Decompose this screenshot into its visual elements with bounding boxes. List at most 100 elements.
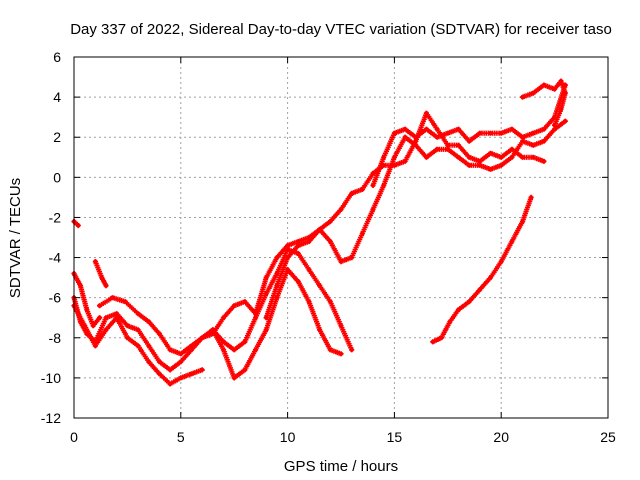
data-point — [253, 315, 258, 320]
data-point — [93, 343, 98, 348]
data-point — [563, 90, 568, 96]
data-point — [125, 335, 130, 340]
data-point — [274, 255, 280, 260]
data-point — [189, 371, 194, 377]
data-point — [285, 267, 290, 272]
y-tick-label: -12 — [41, 410, 61, 426]
y-tick-label: -10 — [41, 370, 61, 386]
data-point — [328, 239, 333, 244]
data-point — [552, 127, 557, 132]
data-point — [445, 143, 450, 148]
data-point — [402, 159, 408, 164]
data-point — [264, 291, 269, 296]
x-tick-label: 0 — [70, 429, 78, 445]
series-markers — [370, 82, 568, 188]
data-point — [285, 255, 290, 260]
data-point — [232, 347, 237, 353]
data-point — [466, 299, 472, 304]
data-point — [434, 147, 440, 152]
data-point — [456, 155, 461, 160]
data-point — [413, 135, 418, 140]
data-point — [221, 315, 226, 320]
data-point — [264, 315, 269, 320]
data-point — [338, 259, 344, 264]
data-point — [178, 375, 183, 381]
series-sat-e — [263, 118, 568, 321]
data-point — [338, 351, 344, 357]
data-point — [552, 114, 557, 120]
data-point — [456, 127, 461, 132]
data-point — [488, 131, 493, 136]
data-point — [541, 82, 547, 88]
data-point — [349, 347, 354, 353]
data-point — [110, 295, 115, 300]
y-tick-label: 2 — [53, 129, 61, 145]
data-point — [520, 155, 525, 160]
data-point — [509, 155, 515, 160]
data-point — [477, 131, 483, 136]
data-point — [103, 283, 109, 288]
data-point — [285, 243, 290, 248]
y-tick-label: -4 — [49, 250, 62, 266]
data-point — [360, 187, 365, 192]
data-point — [97, 303, 102, 308]
data-point — [242, 339, 248, 344]
data-point — [317, 227, 322, 232]
series-sat-g — [430, 194, 534, 345]
data-point — [370, 171, 376, 176]
data-point — [210, 327, 216, 332]
data-point — [264, 275, 269, 280]
data-point — [317, 283, 322, 288]
data-point — [178, 359, 183, 365]
data-point — [78, 283, 83, 288]
series-sat-j — [71, 218, 81, 229]
data-point — [360, 231, 365, 236]
data-point — [528, 195, 534, 200]
series-sat-i — [92, 259, 109, 289]
x-tick-label: 5 — [177, 429, 185, 445]
data-point — [189, 343, 194, 348]
data-point — [531, 143, 536, 148]
data-point — [125, 323, 130, 328]
data-point — [221, 339, 226, 344]
data-point — [97, 315, 102, 320]
data-point — [430, 339, 436, 344]
data-point — [509, 127, 515, 132]
x-tick-label: 15 — [387, 429, 403, 445]
data-point — [477, 163, 483, 168]
data-point — [232, 303, 237, 308]
data-point — [499, 259, 504, 264]
series-markers — [97, 246, 355, 357]
data-point — [114, 311, 119, 316]
data-point — [488, 275, 493, 280]
data-point — [242, 299, 248, 304]
data-point — [306, 299, 312, 304]
x-tick-label: 20 — [493, 429, 509, 445]
data-point — [447, 319, 453, 324]
y-tick-label: 4 — [53, 89, 61, 105]
data-point — [477, 159, 483, 164]
data-point — [93, 259, 98, 264]
y-tick-label: 6 — [53, 49, 61, 65]
data-point — [157, 371, 162, 377]
series-sat-c — [97, 246, 355, 357]
data-point — [520, 139, 525, 144]
data-point — [296, 243, 301, 248]
data-point — [349, 191, 354, 196]
data-point — [558, 78, 564, 84]
series-sat-f — [370, 82, 568, 188]
data-point — [520, 135, 525, 140]
data-point — [253, 347, 258, 353]
data-point — [434, 135, 440, 140]
data-point — [563, 118, 568, 124]
x-tick-label: 25 — [600, 429, 616, 445]
data-point — [402, 135, 408, 140]
data-point — [349, 255, 354, 260]
data-point — [499, 163, 504, 168]
data-point — [439, 335, 444, 340]
data-point — [338, 207, 344, 212]
data-point — [274, 271, 280, 276]
data-point — [424, 155, 429, 160]
data-point — [392, 155, 397, 160]
